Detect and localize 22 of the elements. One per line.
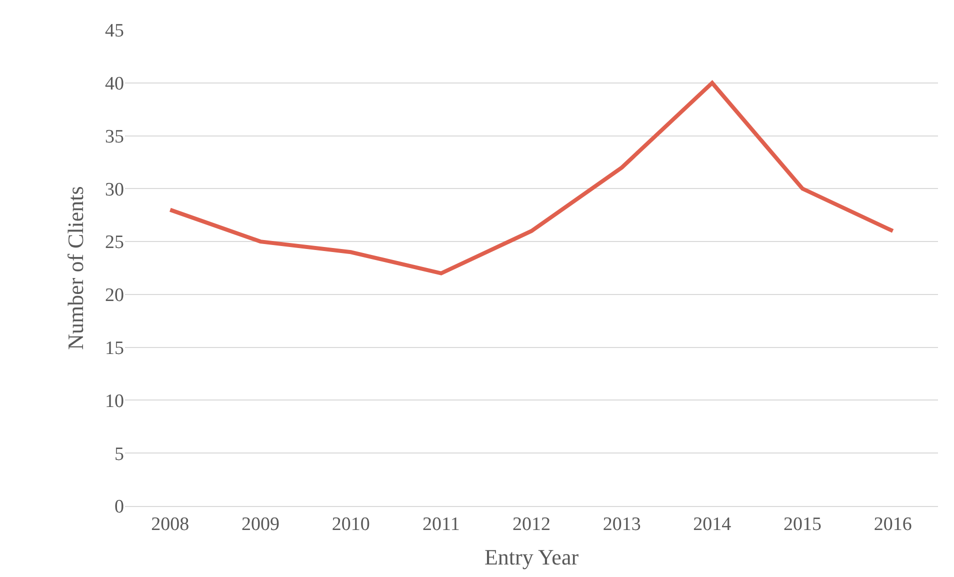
y-tick-label: 30 xyxy=(105,179,124,200)
x-tick-label: 2015 xyxy=(784,514,822,535)
x-tick-label: 2010 xyxy=(332,514,370,535)
x-tick-label: 2013 xyxy=(602,514,641,535)
x-tick-label: 2008 xyxy=(151,514,190,535)
x-tick-label: 2009 xyxy=(242,514,280,535)
y-tick-label: 45 xyxy=(105,20,124,42)
y-tick-label: 40 xyxy=(105,74,124,95)
y-tick-label: 20 xyxy=(105,285,124,306)
line-series xyxy=(168,80,895,276)
x-tick-label: 2014 xyxy=(693,514,732,535)
x-tick-label: 2011 xyxy=(422,514,460,535)
y-tick-label: 10 xyxy=(105,390,124,412)
x-tick-label: 2016 xyxy=(874,514,912,535)
y-tick-label: 15 xyxy=(105,338,124,359)
x-tick-label: 2012 xyxy=(512,514,550,535)
y-axis-title: Number of Clients xyxy=(62,186,88,350)
y-tick-label: 5 xyxy=(114,444,124,465)
y-tick-label: 25 xyxy=(105,232,124,254)
x-axis-title: Entry Year xyxy=(484,544,580,570)
y-tick-label: 35 xyxy=(105,126,124,148)
y-tick-label: 0 xyxy=(114,496,124,518)
